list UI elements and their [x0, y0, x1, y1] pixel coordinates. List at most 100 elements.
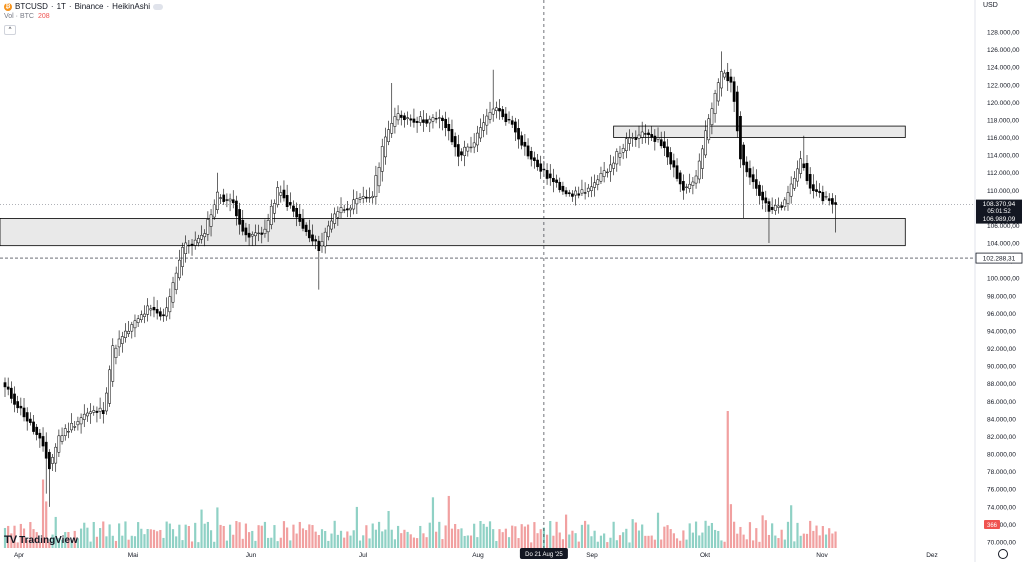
y-tick-label: 76.000,00 [987, 487, 1016, 494]
volume-bar [733, 521, 736, 548]
volume-bar [194, 522, 197, 548]
crosshair-date-box [519, 548, 568, 559]
volume-bar [755, 528, 758, 548]
volume-bar [710, 522, 714, 548]
volume-bar [679, 540, 682, 548]
volume-bar [137, 522, 140, 548]
candle-body [831, 198, 834, 205]
volume-last-label: 366 [987, 523, 998, 529]
volume-bar [228, 524, 232, 548]
currency-selector[interactable]: USD [983, 2, 998, 9]
volume-bar [517, 538, 520, 548]
candle-body [48, 451, 51, 470]
volume-bar [35, 532, 38, 548]
candle-body [143, 313, 146, 317]
candle-body [605, 171, 609, 174]
legend-separator: · [50, 2, 54, 11]
volume-bar [609, 537, 612, 548]
candle-body [729, 76, 733, 83]
candle-body [501, 109, 505, 118]
candle-body [463, 146, 466, 156]
volume-bar [105, 536, 108, 548]
volume-bar [406, 531, 409, 548]
volume-bar [555, 521, 558, 548]
candle-body [314, 239, 318, 242]
volume-bar [10, 533, 13, 548]
candle-body [311, 234, 314, 242]
y-tick-label: 124.000,00 [987, 65, 1020, 72]
candle-body [466, 146, 470, 152]
candle-body [672, 160, 676, 168]
support-resistance-zone [613, 125, 906, 138]
volume-bar [13, 525, 16, 548]
volume-bar [628, 542, 631, 548]
candle-body [111, 345, 115, 382]
volume-bar [67, 532, 70, 548]
candle-body [333, 213, 337, 224]
volume-bar [780, 529, 783, 548]
candle-body [783, 199, 787, 207]
symbol-legend[interactable]: ₿ BTCUSD · 1T · Binance · HeikinAshi [4, 2, 163, 11]
candle-body [770, 206, 774, 210]
candle-body [745, 161, 749, 173]
candle-body [63, 428, 67, 436]
volume-bar [298, 521, 301, 548]
countdown-label: 05:01:52 [987, 209, 1011, 215]
volume-bar [672, 533, 675, 548]
collapse-legend-button[interactable]: ^ [4, 25, 16, 35]
candle-body [818, 190, 822, 194]
candle-body [190, 243, 194, 246]
tradingview-logo[interactable]: TV TradingView [4, 534, 78, 546]
volume-bar [596, 541, 599, 548]
y-tick-label: 90.000,00 [987, 364, 1016, 371]
volume-bar [190, 541, 194, 548]
volume-bar [171, 529, 175, 548]
volume-bar [336, 534, 339, 548]
y-tick-label: 106.000,00 [987, 223, 1020, 230]
volume-bar [549, 520, 552, 548]
candle-body [663, 141, 666, 149]
candle-body [32, 421, 35, 432]
volume-bar [568, 534, 571, 548]
candle-body [720, 71, 723, 89]
candle-body [561, 185, 565, 192]
gear-icon[interactable] [998, 549, 1008, 559]
candle-body [526, 145, 530, 157]
candle-body [361, 196, 365, 199]
last-price-box [976, 199, 1022, 216]
candle-body [158, 311, 162, 317]
candle-body [754, 179, 758, 189]
y-tick-label: 96.000,00 [987, 311, 1016, 318]
x-tick-label: Jul [359, 552, 368, 559]
volume-legend[interactable]: Vol · BTC 208 [4, 13, 50, 20]
volume-bar [7, 525, 10, 548]
volume-bar [51, 534, 54, 548]
candle-body [786, 192, 790, 204]
candle-body [409, 118, 413, 121]
candle-body [187, 244, 191, 247]
volume-bar [121, 535, 124, 548]
candle-body [558, 181, 562, 191]
volume-bar [254, 540, 257, 548]
volume-bar [660, 539, 663, 548]
candle-body [304, 224, 308, 232]
y-tick-label: 80.000,00 [987, 452, 1016, 459]
volume-bar [584, 520, 587, 548]
volume-bar [441, 539, 444, 548]
candle-body [472, 142, 476, 148]
volume-bar [771, 523, 774, 548]
candle-body [666, 146, 669, 158]
volume-bar [552, 535, 555, 548]
volume-bar [507, 537, 511, 548]
volume-bar [377, 521, 381, 548]
candle-body [691, 181, 695, 186]
candle-body [244, 227, 248, 236]
interval[interactable]: 1T [56, 2, 66, 11]
symbol-name[interactable]: BTCUSD [15, 2, 48, 11]
candle-body [475, 132, 479, 146]
volume-bar [739, 526, 742, 548]
visibility-icon[interactable] [152, 3, 163, 10]
volume-bar [523, 526, 526, 548]
